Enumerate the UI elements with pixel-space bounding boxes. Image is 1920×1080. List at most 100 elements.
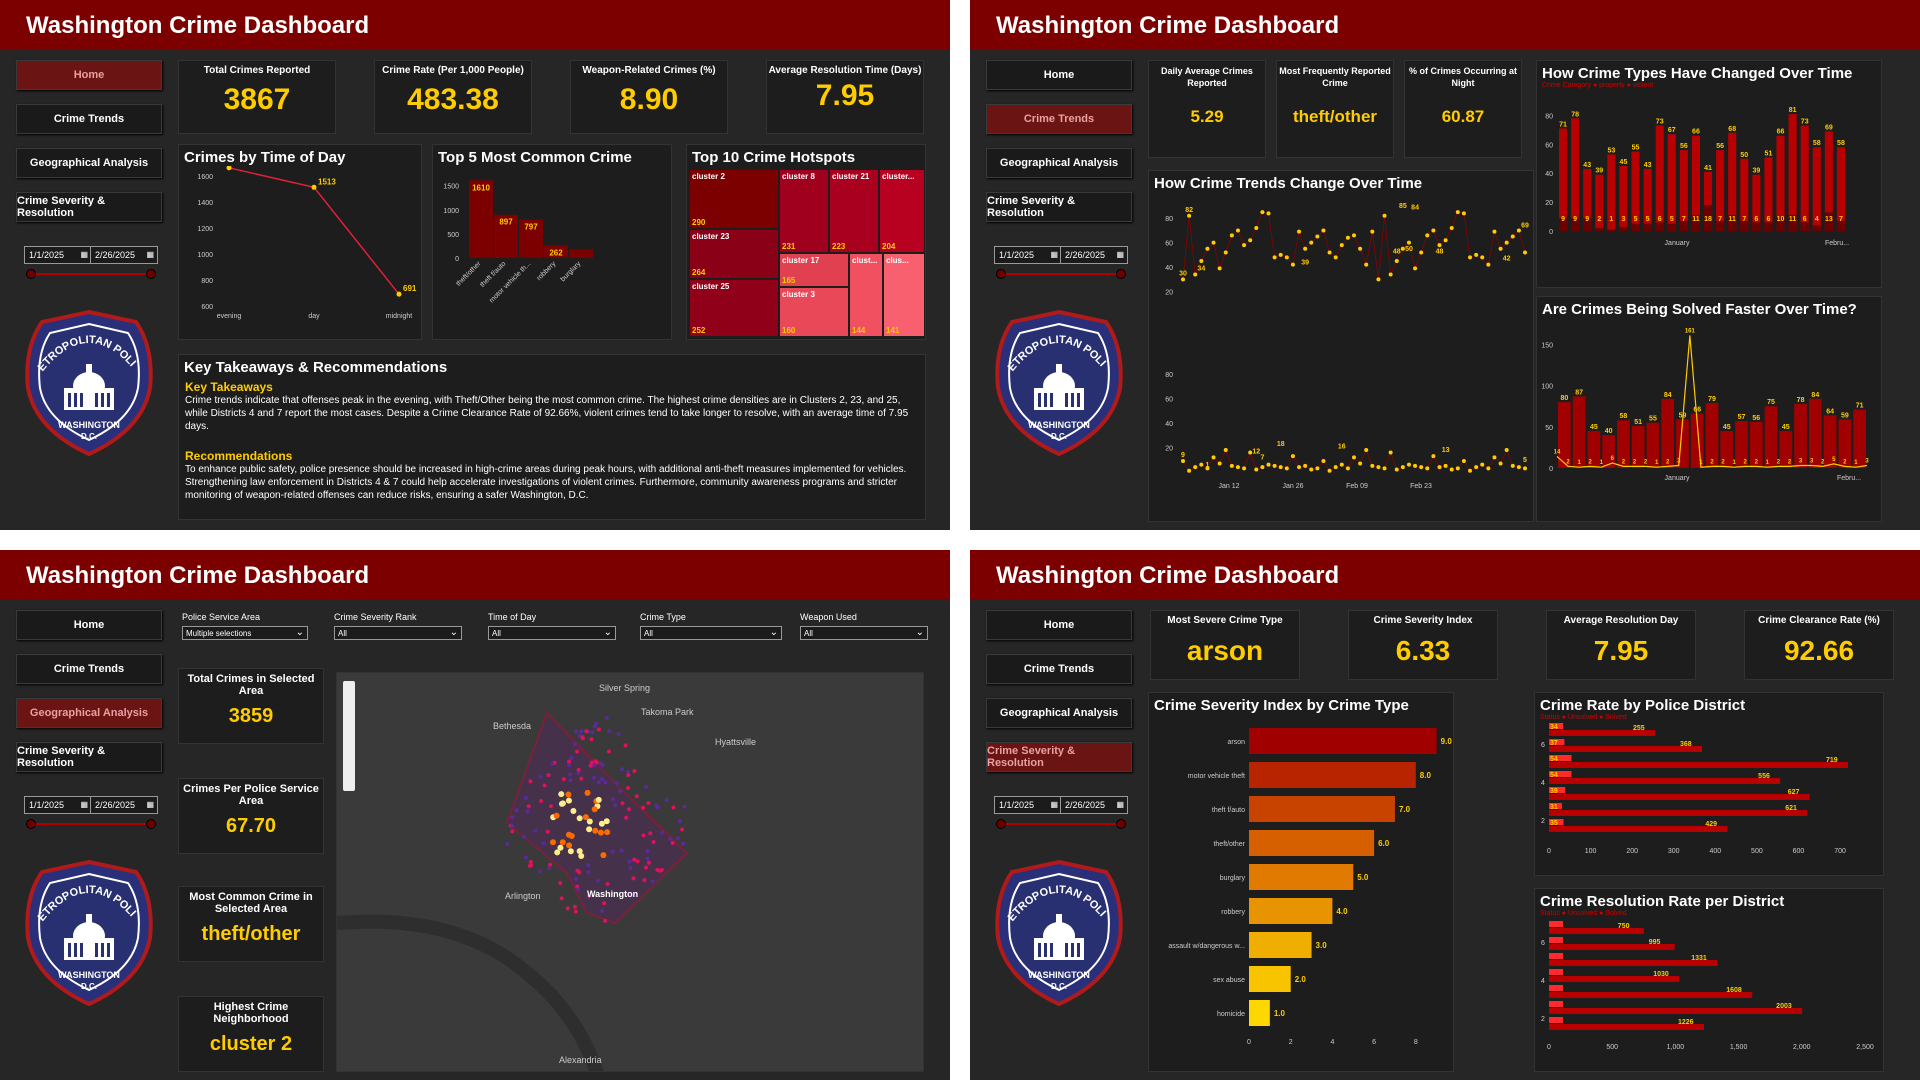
bar xyxy=(1800,125,1809,231)
treemap-cell[interactable]: cluster 23 264 xyxy=(689,229,779,279)
nav-crime-trends[interactable]: Crime Trends xyxy=(16,654,162,684)
heat-point xyxy=(642,878,647,883)
kpi-resolution-time: Average Resolution Time (Days) 7.95 xyxy=(766,60,924,134)
nav-crime-severity[interactable]: Crime Severity & Resolution xyxy=(986,742,1132,772)
nav-crime-severity[interactable]: Crime Severity & Resolution xyxy=(16,742,162,772)
y-tick-label: 6 xyxy=(1541,742,1545,749)
heat-point xyxy=(611,797,616,802)
svg-text:WASHINGTON: WASHINGTON xyxy=(1028,970,1090,980)
data-point xyxy=(1504,448,1509,452)
filter-type-select[interactable]: All ⌄ xyxy=(640,626,782,640)
bar xyxy=(569,249,593,258)
map-toolbar[interactable] xyxy=(343,681,355,791)
data-label: 6 xyxy=(1754,216,1758,223)
start-date-input[interactable]: 1/1/2025 ▦ xyxy=(24,246,92,264)
line-label: 14 xyxy=(1554,449,1561,455)
end-date-input[interactable]: 2/26/2025 ▦ xyxy=(1060,246,1128,264)
data-point xyxy=(1394,467,1399,472)
end-date-input[interactable]: 2/26/2025 ▦ xyxy=(90,246,158,264)
page-title: Washington Crime Dashboard xyxy=(970,550,1920,600)
heat-point xyxy=(646,860,651,865)
data-point xyxy=(1480,255,1485,260)
nav-home[interactable]: Home xyxy=(16,610,162,640)
svg-text:WASHINGTON: WASHINGTON xyxy=(58,420,120,430)
treemap-cell[interactable]: clus... 141 xyxy=(883,253,925,337)
slider-handle-start[interactable] xyxy=(26,819,36,829)
bar xyxy=(1853,409,1866,468)
treemap-cell[interactable]: cluster 25 252 xyxy=(689,279,779,337)
filter-severity-select[interactable]: All ⌄ xyxy=(334,626,462,640)
filter-psa-select[interactable]: Multiple selections ⌄ xyxy=(182,626,308,640)
slider-handle-end[interactable] xyxy=(146,269,156,279)
treemap-cell[interactable]: cluster 2 290 xyxy=(689,169,779,229)
y-tick-label: 600 xyxy=(201,304,213,311)
line-label: 2 xyxy=(1821,459,1825,465)
date-slider[interactable] xyxy=(30,823,152,825)
heat-point xyxy=(620,767,625,772)
heat-point xyxy=(620,801,625,806)
filter-weapon-select[interactable]: All ⌄ xyxy=(800,626,928,640)
treemap-cell[interactable]: clust... 144 xyxy=(849,253,883,337)
data-point xyxy=(1376,465,1381,470)
nav-home[interactable]: Home xyxy=(986,610,1132,640)
data-point xyxy=(1235,228,1240,233)
treemap-cell[interactable]: cluster 17 165 xyxy=(779,253,849,287)
data-point xyxy=(1284,255,1289,260)
nav-home[interactable]: Home xyxy=(16,60,162,90)
nav-crime-severity[interactable]: Crime Severity & Resolution xyxy=(16,192,162,222)
treemap-value: 223 xyxy=(832,242,846,251)
date-slider[interactable] xyxy=(1000,273,1122,275)
date-slider[interactable] xyxy=(30,273,152,275)
treemap-cell[interactable]: cluster... 204 xyxy=(879,169,925,253)
nav-geographical-analysis[interactable]: Geographical Analysis xyxy=(986,148,1132,178)
line-label: 2 xyxy=(1666,459,1670,465)
nav-crime-severity[interactable]: Crime Severity & Resolution xyxy=(986,192,1132,222)
slider-handle-end[interactable] xyxy=(1116,819,1126,829)
kpi-total-crimes: Total Crimes Reported 3867 xyxy=(178,60,336,134)
nav-crime-trends[interactable]: Crime Trends xyxy=(16,104,162,134)
data-label: 995 xyxy=(1649,939,1661,946)
end-date-input[interactable]: 2/26/2025 ▦ xyxy=(90,796,158,814)
treemap-value: 231 xyxy=(782,242,796,251)
slider-handle-start[interactable] xyxy=(996,269,1006,279)
nav-geographical-analysis[interactable]: Geographical Analysis xyxy=(986,698,1132,728)
start-date-input[interactable]: 1/1/2025 ▦ xyxy=(24,796,92,814)
slider-handle-start[interactable] xyxy=(26,269,36,279)
data-point xyxy=(1187,213,1192,218)
slider-handle-end[interactable] xyxy=(1116,269,1126,279)
slider-handle-start[interactable] xyxy=(996,819,1006,829)
start-date-input[interactable]: 1/1/2025 ▦ xyxy=(994,246,1062,264)
crime-map[interactable]: Washington Arlington Alexandria Bethesda… xyxy=(336,672,924,1072)
heat-point xyxy=(682,804,687,809)
data-label: 69 xyxy=(1521,223,1529,230)
nav-geographical-analysis[interactable]: Geographical Analysis xyxy=(16,698,162,728)
bar-unsolved xyxy=(1549,803,1562,809)
date-slider[interactable] xyxy=(1000,823,1122,825)
treemap-cell[interactable]: cluster 21 223 xyxy=(829,169,879,253)
nav-home[interactable]: Home xyxy=(986,60,1132,90)
x-tick-label: burglary xyxy=(560,260,583,283)
svg-text:D.C.: D.C. xyxy=(81,982,97,991)
start-date-input[interactable]: 1/1/2025 ▦ xyxy=(994,796,1062,814)
end-date-input[interactable]: 2/26/2025 ▦ xyxy=(1060,796,1128,814)
data-point xyxy=(1400,246,1405,251)
nav-crime-trends[interactable]: Crime Trends xyxy=(986,654,1132,684)
heatmap-svg[interactable] xyxy=(337,673,924,1072)
nav-geographical-analysis[interactable]: Geographical Analysis xyxy=(16,148,162,178)
slider-handle-end[interactable] xyxy=(146,819,156,829)
data-label: 39 xyxy=(1595,168,1603,175)
bar xyxy=(1661,398,1675,468)
severity-index-chart: Crime Severity Index by Crime Type arson… xyxy=(1148,692,1454,1072)
x-tick-label: Jan 26 xyxy=(1282,483,1303,490)
x-tick-label: 300 xyxy=(1668,848,1680,855)
treemap-cell[interactable]: cluster 8 231 xyxy=(779,169,829,253)
filter-time-select[interactable]: All ⌄ xyxy=(488,626,616,640)
card-most-common: Most Common Crime in Selected Area theft… xyxy=(178,886,324,962)
y-tick-label: 40 xyxy=(1165,265,1173,272)
card-per-psa: Crimes Per Police Service Area 67.70 xyxy=(178,778,324,854)
nav-crime-trends[interactable]: Crime Trends xyxy=(986,104,1132,134)
data-point xyxy=(1474,465,1479,470)
heat-point xyxy=(570,808,577,815)
heat-point xyxy=(606,749,611,754)
treemap-cell[interactable]: cluster 3 160 xyxy=(779,287,849,337)
